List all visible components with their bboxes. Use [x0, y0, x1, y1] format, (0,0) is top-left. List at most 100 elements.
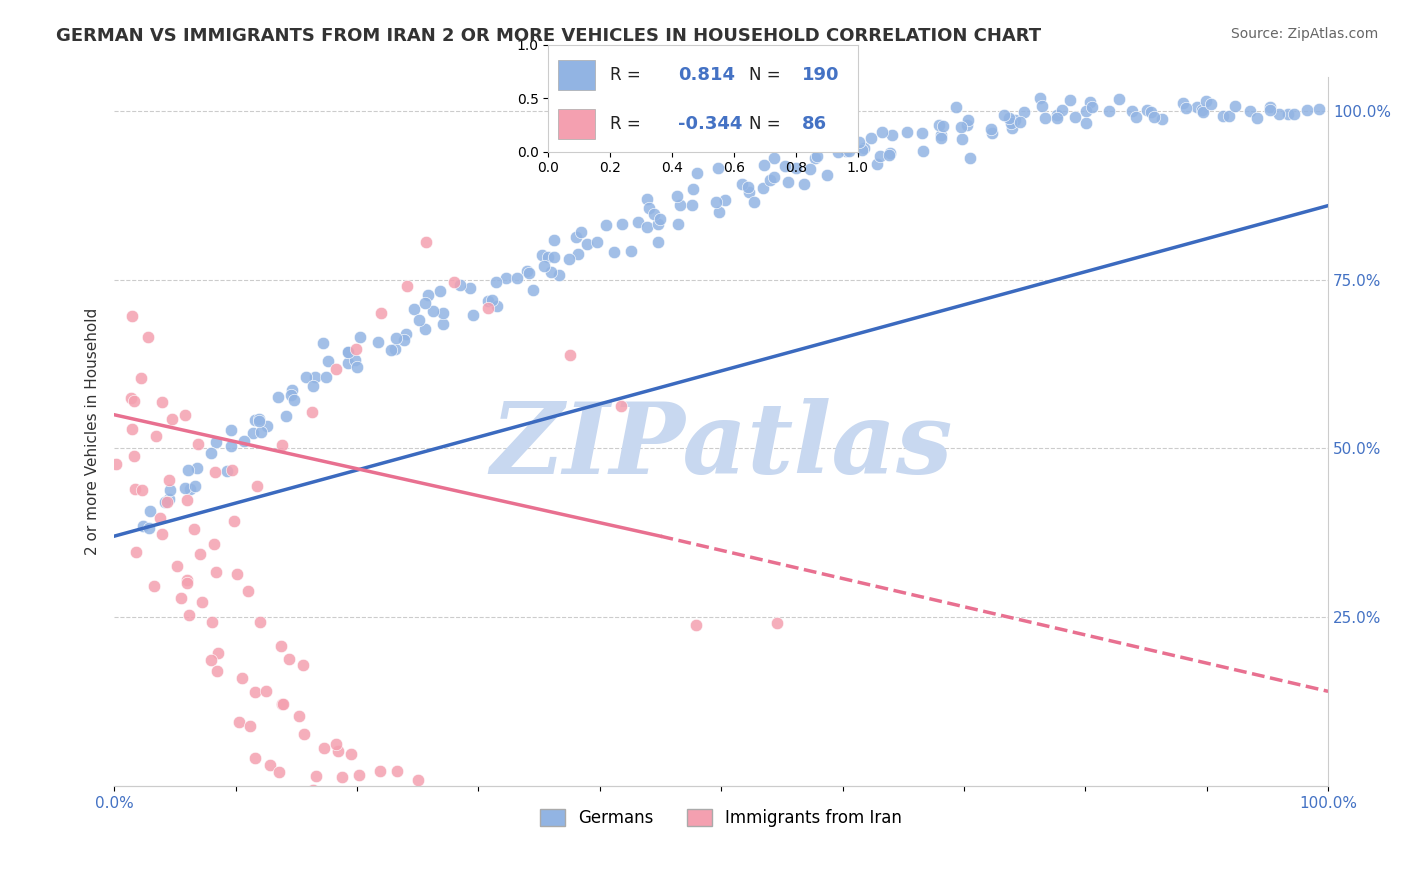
Point: [385, 764, 408, 779]
Point: [246, 479, 269, 493]
Point: [312, 740, 335, 755]
Point: [1136, 103, 1159, 118]
Text: 190: 190: [801, 66, 839, 84]
Point: [254, 684, 277, 698]
Point: [1308, 103, 1330, 117]
Point: [870, 125, 893, 139]
Point: [183, 522, 205, 536]
Point: [477, 294, 499, 309]
Legend: Germans, Immigrants from Iran: Germans, Immigrants from Iran: [533, 803, 908, 834]
Point: [207, 646, 229, 660]
Point: [928, 118, 950, 132]
Point: [330, 770, 353, 784]
Point: [742, 194, 765, 209]
Point: [648, 212, 671, 227]
Point: [1001, 121, 1024, 136]
Point: [827, 145, 849, 159]
Text: 86: 86: [801, 115, 827, 133]
Point: [481, 293, 503, 307]
Point: [848, 135, 870, 149]
Point: [880, 128, 903, 142]
Point: [301, 405, 323, 419]
Point: [495, 271, 517, 285]
Point: [752, 158, 775, 172]
Point: [205, 665, 228, 679]
Point: [957, 112, 980, 127]
Point: [205, 565, 228, 579]
Point: [347, 768, 370, 782]
Point: [929, 128, 952, 142]
Point: [202, 537, 225, 551]
Point: [603, 245, 626, 260]
Point: [1258, 103, 1281, 117]
Point: [305, 769, 328, 783]
Point: [704, 194, 727, 209]
Point: [249, 425, 271, 439]
Point: [682, 182, 704, 196]
Point: [1029, 91, 1052, 105]
Text: ZIPatlas: ZIPatlas: [489, 398, 952, 494]
Point: [418, 287, 440, 301]
Point: [1076, 116, 1098, 130]
Point: [346, 359, 368, 374]
Point: [485, 299, 508, 313]
Point: [1246, 111, 1268, 125]
Point: [129, 371, 152, 385]
Point: [245, 750, 267, 764]
Point: [620, 244, 643, 259]
Point: [522, 284, 544, 298]
Text: Source: ZipAtlas.com: Source: ZipAtlas.com: [1230, 27, 1378, 41]
Point: [1046, 108, 1069, 122]
Point: [179, 483, 201, 497]
Point: [326, 744, 349, 758]
Point: [517, 266, 540, 280]
Point: [325, 738, 347, 752]
Point: [271, 697, 294, 711]
Point: [1140, 105, 1163, 120]
Point: [1064, 111, 1087, 125]
Point: [402, 796, 425, 810]
Point: [285, 788, 308, 802]
Point: [402, 301, 425, 316]
Point: [143, 579, 166, 593]
Point: [344, 352, 367, 367]
Point: [558, 348, 581, 362]
Point: [219, 439, 242, 453]
Point: [267, 764, 290, 779]
Point: [179, 607, 201, 622]
Point: [773, 160, 796, 174]
Point: [159, 483, 181, 498]
Point: [349, 329, 371, 343]
Point: [731, 178, 754, 192]
Point: [461, 308, 484, 322]
Point: [228, 714, 250, 729]
Point: [145, 429, 167, 443]
Point: [1046, 112, 1069, 126]
Point: [980, 126, 1002, 140]
Point: [120, 391, 142, 405]
Point: [877, 148, 900, 162]
Point: [669, 198, 692, 212]
Point: [176, 493, 198, 508]
Point: [186, 461, 208, 475]
Point: [242, 425, 264, 440]
Point: [277, 652, 299, 666]
Point: [368, 764, 391, 779]
Point: [636, 192, 658, 206]
Point: [815, 169, 838, 183]
Point: [280, 384, 302, 398]
Point: [879, 146, 901, 161]
Point: [1000, 116, 1022, 130]
Point: [191, 595, 214, 609]
Point: [1078, 95, 1101, 109]
Text: N =: N =: [749, 115, 780, 133]
Point: [124, 482, 146, 496]
Point: [342, 790, 364, 805]
Point: [221, 462, 243, 476]
Point: [912, 144, 935, 158]
Point: [945, 100, 967, 114]
Point: [395, 279, 418, 293]
Point: [1239, 103, 1261, 118]
Point: [256, 418, 278, 433]
Point: [155, 495, 177, 509]
